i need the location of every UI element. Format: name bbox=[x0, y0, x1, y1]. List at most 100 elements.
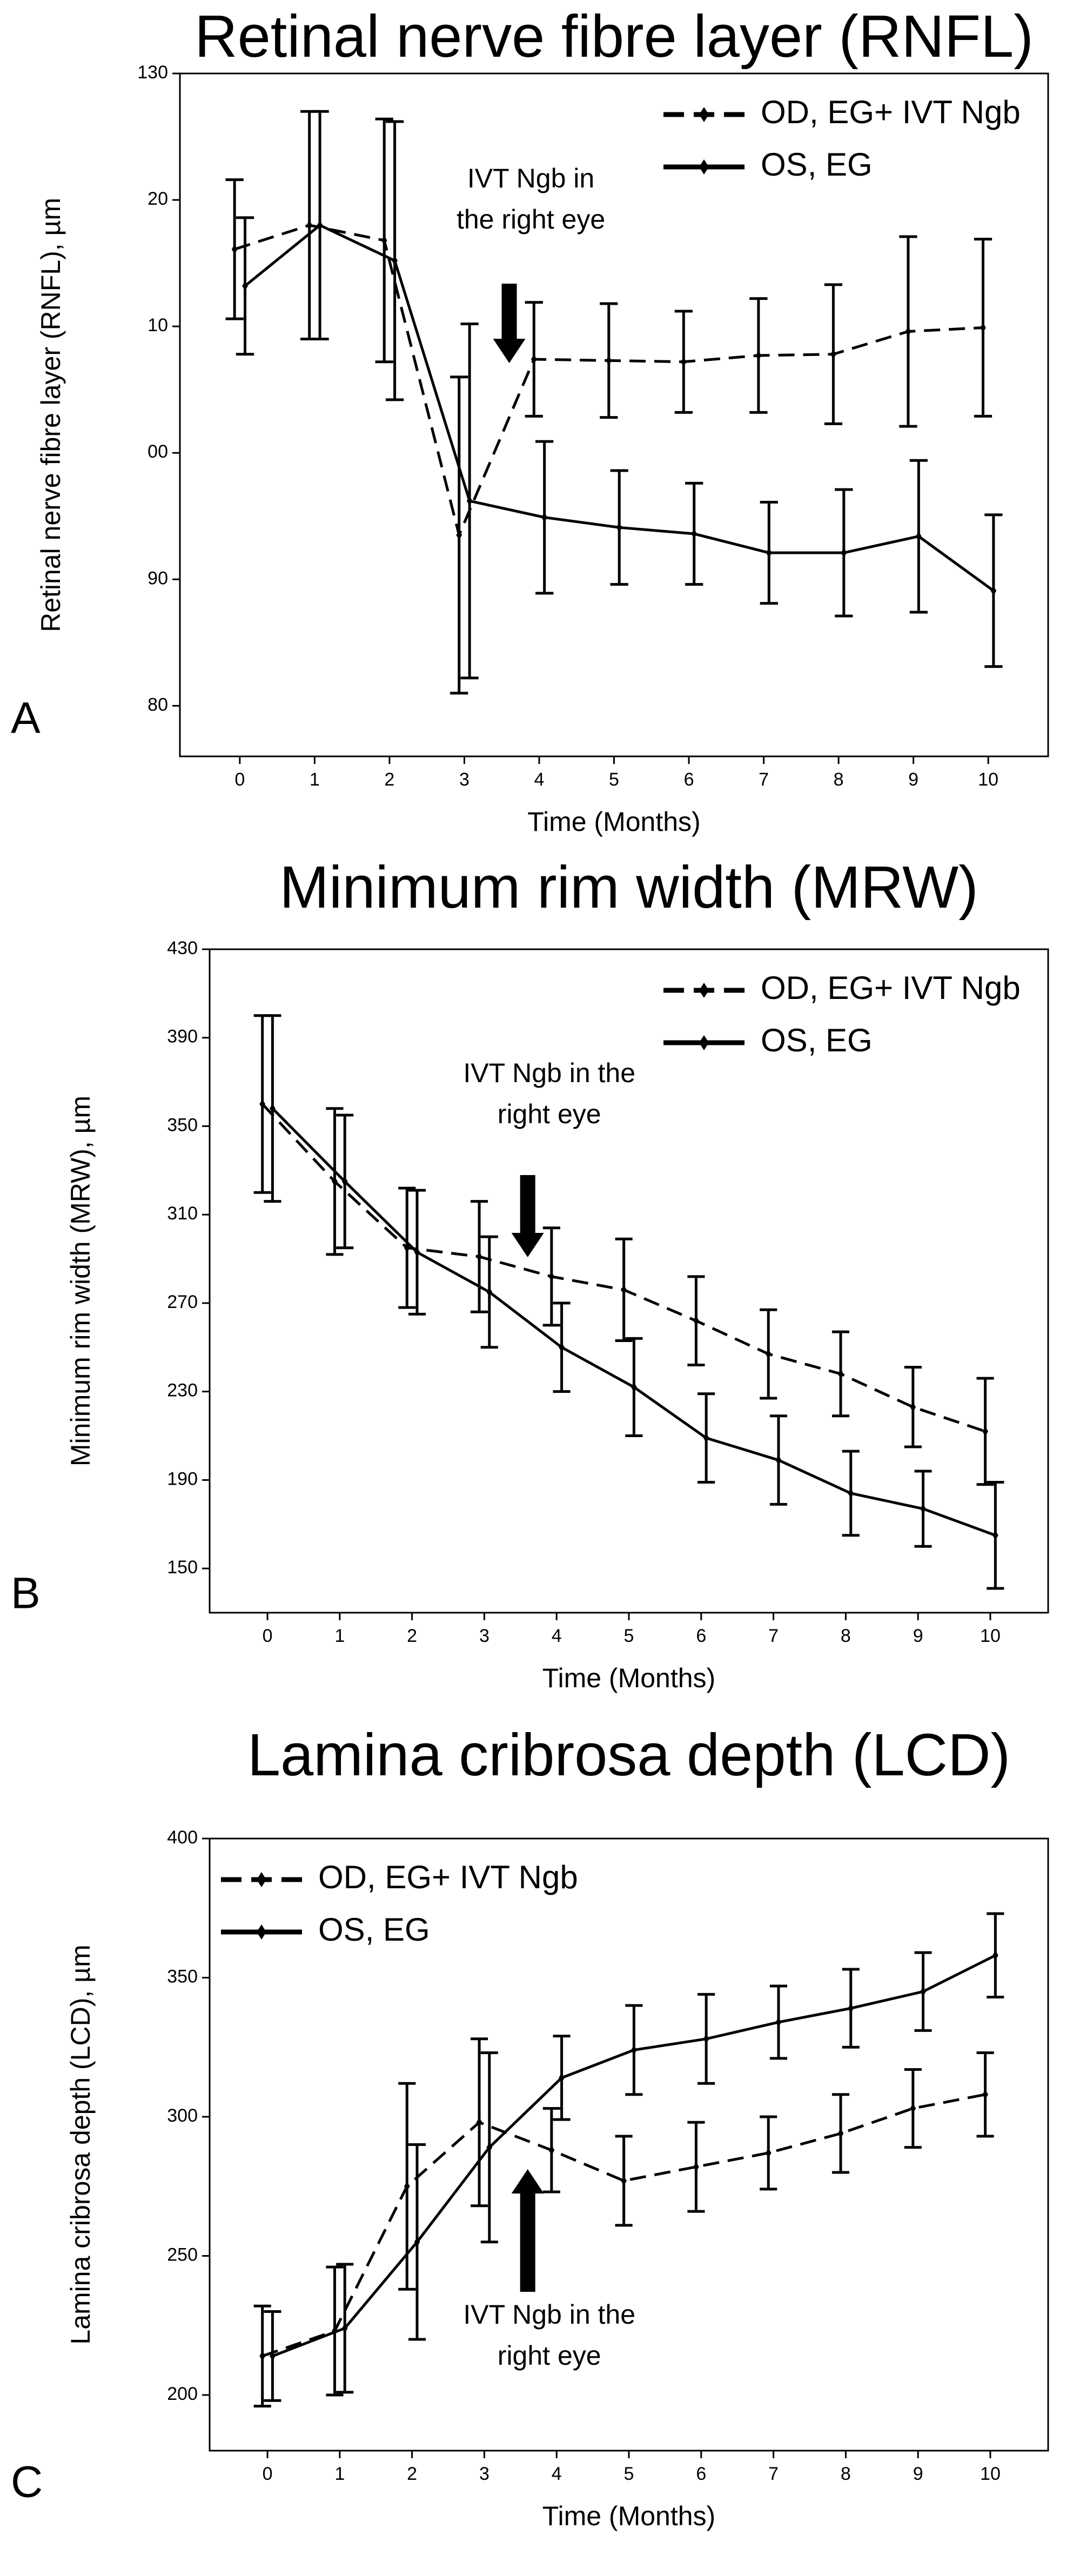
y-tick-label: 20 bbox=[147, 189, 168, 209]
y-tick-label: 230 bbox=[167, 1380, 198, 1401]
point-marker bbox=[775, 1455, 782, 1465]
x-tick-label: 2 bbox=[384, 769, 394, 790]
x-tick-label: 2 bbox=[407, 1626, 417, 1646]
point-marker bbox=[486, 1287, 493, 1297]
point-marker bbox=[910, 1402, 916, 1412]
point-marker bbox=[616, 522, 622, 533]
panel: Retinal nerve fibre layer (RNFL)A 8090001… bbox=[11, 3, 1049, 837]
y-tick-label: 310 bbox=[167, 1203, 198, 1224]
point-marker bbox=[920, 1987, 926, 1997]
chart-title: Lamina cribrosa depth (LCD) bbox=[247, 1722, 1010, 1788]
point-marker bbox=[992, 1530, 998, 1540]
point-marker bbox=[631, 2045, 637, 2055]
point-marker bbox=[837, 1369, 844, 1379]
panel: Minimum rim width (MRW)B1501902302703103… bbox=[11, 854, 1049, 1693]
point-marker bbox=[703, 2034, 709, 2044]
x-tick-label: 6 bbox=[684, 769, 694, 790]
y-axis-label: Lamina cribrosa depth (LCD), µm bbox=[65, 1944, 96, 2344]
point-marker bbox=[982, 1426, 988, 1437]
point-marker bbox=[837, 2128, 844, 2138]
point-marker bbox=[456, 530, 462, 540]
annotation: IVT Ngb in the bbox=[463, 2299, 635, 2330]
legend-marker bbox=[699, 1035, 709, 1050]
y-tick-label: 10 bbox=[147, 315, 168, 336]
point-marker bbox=[775, 2017, 782, 2027]
point-marker bbox=[259, 2351, 266, 2361]
point-marker bbox=[559, 2072, 565, 2083]
x-tick-label: 1 bbox=[334, 2464, 345, 2484]
point-marker bbox=[541, 512, 548, 522]
x-tick-label: 10 bbox=[980, 2464, 1001, 2484]
point-marker bbox=[606, 355, 612, 366]
panel-letter: B bbox=[11, 1569, 41, 1618]
point-marker bbox=[910, 2103, 916, 2114]
y-tick-label: 350 bbox=[167, 1115, 198, 1135]
annotation: IVT Ngb in the bbox=[463, 1058, 635, 1088]
point-marker bbox=[476, 2117, 482, 2128]
annotation: right eye bbox=[498, 1099, 601, 1129]
point-marker bbox=[414, 2237, 420, 2247]
point-marker bbox=[765, 1349, 772, 1359]
point-marker bbox=[466, 496, 473, 506]
panel-letter: A bbox=[11, 694, 41, 743]
x-tick-label: 1 bbox=[310, 769, 320, 790]
point-marker bbox=[621, 2176, 627, 2186]
x-tick-label: 4 bbox=[534, 769, 545, 790]
legend-label: OD, EG+ IVT Ngb bbox=[761, 970, 1021, 1006]
y-tick-label: 130 bbox=[137, 62, 168, 83]
y-axis-label: Retinal nerve fibre layer (RNFL), µm bbox=[36, 198, 66, 632]
legend-marker bbox=[699, 159, 709, 175]
point-marker bbox=[414, 1247, 420, 1257]
y-tick-label: 200 bbox=[167, 2384, 198, 2404]
x-tick-label: 4 bbox=[552, 1626, 562, 1646]
x-tick-label: 5 bbox=[624, 2464, 634, 2484]
point-marker bbox=[621, 1285, 627, 1295]
point-marker bbox=[848, 2003, 854, 2014]
x-tick-label: 7 bbox=[768, 2464, 779, 2484]
point-marker bbox=[693, 1316, 699, 1326]
x-tick-label: 8 bbox=[841, 1626, 851, 1646]
legend-label: OD, EG+ IVT Ngb bbox=[761, 94, 1021, 130]
point-marker bbox=[259, 1099, 266, 1109]
x-tick-label: 10 bbox=[980, 1626, 1001, 1646]
point-marker bbox=[693, 2162, 699, 2172]
y-tick-label: 430 bbox=[167, 938, 198, 958]
point-marker bbox=[765, 2148, 772, 2158]
x-tick-label: 9 bbox=[913, 1626, 923, 1646]
legend-marker bbox=[257, 1924, 266, 1940]
x-tick-label: 10 bbox=[978, 769, 998, 790]
x-tick-label: 4 bbox=[552, 2464, 562, 2484]
x-tick-label: 5 bbox=[609, 769, 619, 790]
x-tick-label: 9 bbox=[913, 2464, 923, 2484]
point-marker bbox=[559, 1342, 565, 1352]
point-marker bbox=[766, 548, 772, 558]
point-marker bbox=[231, 244, 238, 254]
x-tick-label: 9 bbox=[908, 769, 918, 790]
x-tick-label: 7 bbox=[759, 769, 769, 790]
point-marker bbox=[905, 326, 911, 337]
panel-letter: C bbox=[11, 2458, 43, 2507]
point-marker bbox=[531, 354, 537, 365]
x-tick-label: 1 bbox=[334, 1626, 345, 1646]
y-tick-label: 300 bbox=[167, 2105, 198, 2126]
x-tick-label: 0 bbox=[263, 1626, 273, 1646]
chart-title: Minimum rim width (MRW) bbox=[279, 854, 978, 921]
chart-title: Retinal nerve fibre layer (RNFL) bbox=[195, 3, 1034, 70]
legend-label: OS, EG bbox=[761, 1022, 873, 1058]
point-marker bbox=[990, 586, 997, 596]
point-marker bbox=[317, 220, 323, 230]
point-marker bbox=[486, 2142, 493, 2152]
x-tick-label: 3 bbox=[479, 2464, 489, 2484]
point-marker bbox=[980, 323, 986, 333]
x-tick-label: 7 bbox=[768, 1626, 779, 1646]
legend-label: OD, EG+ IVT Ngb bbox=[318, 1859, 578, 1895]
series-line bbox=[261, 2093, 986, 2358]
point-marker bbox=[982, 2089, 988, 2099]
y-tick-label: 80 bbox=[147, 694, 168, 715]
x-tick-label: 0 bbox=[263, 2464, 273, 2484]
y-tick-label: 00 bbox=[147, 441, 168, 462]
annotation-arrow bbox=[511, 2169, 544, 2292]
annotation: right eye bbox=[498, 2340, 601, 2371]
